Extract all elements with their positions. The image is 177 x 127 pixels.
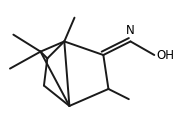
Text: OH: OH bbox=[157, 49, 175, 61]
Text: N: N bbox=[126, 24, 135, 37]
